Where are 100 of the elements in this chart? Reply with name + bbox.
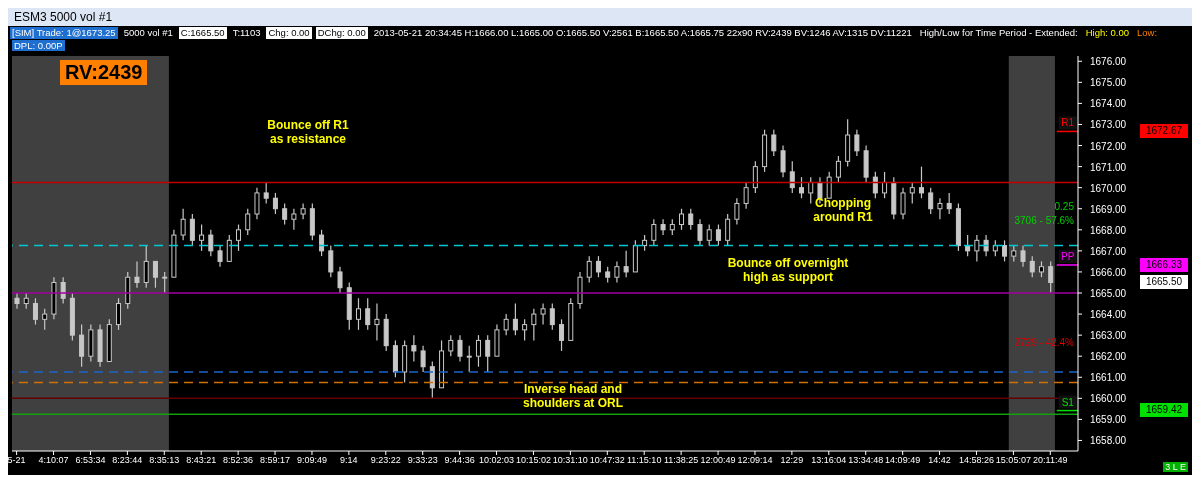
candlestick: [872, 171, 878, 199]
y-tick-label: 1673.00: [1090, 119, 1127, 131]
x-tick-label: 10:31:10: [552, 455, 588, 466]
candlestick: [909, 181, 915, 205]
candlestick: [808, 176, 814, 205]
candlestick: [291, 208, 297, 231]
text: Chg: 0.00: [266, 27, 312, 39]
ref-line-label: R1: [1061, 117, 1075, 129]
y-tick-label: 1675.00: [1090, 77, 1127, 89]
candlestick: [420, 345, 426, 373]
candlestick: [559, 318, 565, 352]
chart-title: ESM3 5000 vol #1: [8, 8, 1192, 26]
candlestick: [512, 302, 518, 336]
x-tick-label: 10:15:02: [515, 455, 551, 466]
y-tick-label: 1669.00: [1090, 203, 1127, 215]
x-tick-label: 14:42: [928, 455, 951, 466]
x-tick-label: 8:23:44: [112, 455, 143, 466]
candlestick: [32, 297, 38, 326]
x-tick-label: 15:05:07: [995, 455, 1031, 466]
x-tick-label: 12:29: [780, 455, 804, 466]
text: DChg: 0.00: [315, 27, 368, 39]
candlestick: [595, 255, 601, 278]
candlestick: [549, 302, 555, 331]
candlestick: [355, 297, 361, 331]
candlestick: [900, 187, 906, 220]
x-tick-label: 8:52:36: [223, 455, 254, 466]
candlestick: [688, 208, 694, 231]
candlestick: [1048, 260, 1054, 294]
candlestick: [660, 218, 666, 236]
text: 1659.42: [1140, 403, 1188, 417]
candlestick: [60, 276, 66, 305]
x-tick-label: 11:38:25: [663, 455, 699, 466]
y-tick-label: 1664.00: [1090, 309, 1127, 321]
x-tick-label: 9:33:23: [407, 455, 438, 466]
y-tick-label: 1665.00: [1090, 288, 1127, 299]
candlestick: [162, 271, 168, 294]
x-tick-label: 6:53:34: [75, 455, 106, 466]
y-tick-label: 1660.00: [1090, 393, 1127, 405]
x-tick-label: 11:15:10: [627, 455, 662, 466]
candlestick: [180, 208, 186, 241]
candlestick: [1020, 245, 1026, 268]
x-tick-label: 5-21: [7, 455, 26, 466]
candlestick: [522, 318, 528, 341]
candlestick: [152, 260, 158, 289]
text: 5000 vol #1: [122, 27, 174, 39]
candlestick: [236, 223, 242, 252]
candlestick: [42, 308, 48, 331]
annotation: Bounce off R1 as resistance: [266, 118, 350, 146]
candlestick: [374, 302, 380, 341]
candlestick: [337, 266, 343, 294]
candlestick: [282, 202, 288, 226]
candlestick: [743, 181, 749, 210]
candlestick: [937, 197, 943, 220]
y-tick-label: 1663.00: [1090, 330, 1127, 342]
text: 1665.50: [1140, 275, 1188, 289]
candlestick: [752, 160, 758, 194]
candlestick: [928, 187, 934, 215]
candlestick: [1029, 255, 1035, 278]
x-tick-label: 8:35:13: [149, 455, 180, 466]
candlestick: [143, 245, 149, 289]
candlestick: [263, 181, 269, 205]
text: 1666.33: [1140, 258, 1188, 272]
candlestick: [411, 334, 417, 363]
x-tick-label: 10:02:03: [479, 455, 515, 466]
text: T:1103: [231, 27, 262, 39]
x-tick-label: 8:43:21: [186, 455, 217, 466]
annotation: 0.25: [1053, 201, 1074, 213]
candlestick: [319, 229, 325, 257]
x-tick-label: 9:09:49: [296, 455, 327, 466]
candlestick: [272, 192, 278, 215]
candlestick: [503, 313, 509, 336]
candlestick: [217, 245, 223, 268]
candlestick: [226, 234, 232, 262]
y-tick-label: 1676.00: [1090, 56, 1127, 68]
candlestick: [725, 213, 731, 247]
candlestick: [448, 334, 454, 357]
candlestick: [918, 166, 924, 199]
candlestick: [199, 223, 205, 252]
candlestick: [965, 234, 971, 257]
candlestick: [826, 171, 832, 199]
candlestick: [254, 187, 260, 220]
candlestick: [531, 308, 537, 341]
candlestick: [457, 334, 463, 363]
ref-line-label: PP: [1061, 250, 1075, 262]
candlestick: [854, 129, 860, 157]
text: High: 0.00: [1084, 27, 1130, 39]
candlestick: [189, 213, 195, 247]
candlestick: [771, 129, 777, 157]
annotation: Bounce off overnight high as support: [726, 256, 850, 284]
candlestick: [79, 324, 85, 368]
x-tick-label: 8:59:17: [260, 455, 291, 466]
text: DPL: 0.00P: [12, 40, 65, 51]
x-tick-label: 20:11:49: [1033, 455, 1068, 466]
ref-line-label: S1: [1061, 396, 1075, 408]
x-tick-label: 4:10:07: [38, 455, 69, 466]
candlestick: [882, 171, 888, 199]
x-tick-label: 13:34:48: [848, 455, 884, 466]
candlestick: [780, 144, 786, 178]
text: High/Low for Time Period - Extended:: [918, 27, 1079, 39]
candlestick: [715, 223, 721, 247]
